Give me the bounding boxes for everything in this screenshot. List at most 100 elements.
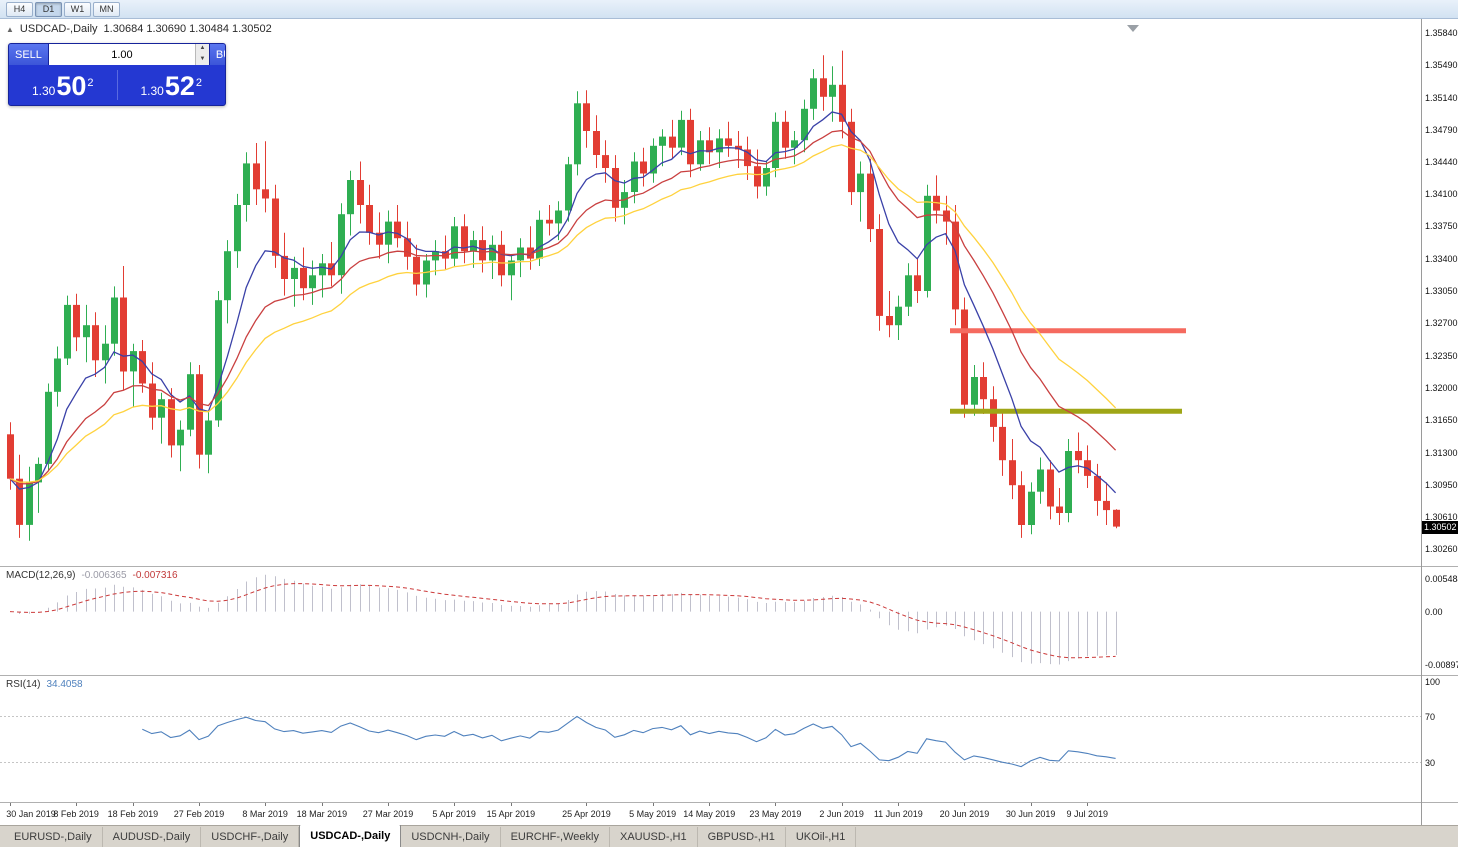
time-axis-tick <box>964 803 965 806</box>
price-axis-label: 1.30610 <box>1425 511 1458 522</box>
price-divider <box>116 70 118 100</box>
time-axis-tick <box>898 803 899 806</box>
volume-spinner: ▲ ▼ <box>194 44 209 65</box>
rsi-axis-label: 100 <box>1425 677 1441 687</box>
time-axis-label: 18 Mar 2019 <box>296 809 348 819</box>
volume-increase-button[interactable]: ▲ <box>199 45 206 51</box>
price-axis-label: 1.32000 <box>1425 383 1458 394</box>
chart-tabs: EURUSD-,Daily AUDUSD-,Daily USDCHF-,Daily U… <box>4 824 857 847</box>
rsi-value: 34.4058 <box>46 679 83 690</box>
time-axis-tick <box>76 803 77 806</box>
chart-shift-marker[interactable] <box>1127 25 1139 32</box>
rsi-axis-label: 30 <box>1425 757 1436 768</box>
price-axis-label: 1.34100 <box>1425 188 1458 199</box>
sell-price-point: 2 <box>87 77 94 89</box>
price-axis-label: 1.31650 <box>1425 415 1458 426</box>
rsi-header: RSI(14) 34.4058 <box>6 679 83 690</box>
pane-splitter-3[interactable] <box>0 802 1421 803</box>
macd-axis-label: -0.00897 <box>1425 660 1458 670</box>
time-axis-label: 5 Apr 2019 <box>432 809 476 819</box>
buy-price-base: 1.30 <box>140 84 164 98</box>
macd-main-value: -0.006365 <box>81 570 127 581</box>
collapse-arrow-icon[interactable]: ▲ <box>6 24 14 34</box>
time-axis-tick <box>133 803 134 806</box>
chart-tab[interactable]: USDCAD-,Daily <box>299 824 402 847</box>
time-axis-label: 8 Feb 2019 <box>53 809 99 819</box>
chart-tab[interactable]: EURCHF-,Weekly <box>501 827 610 847</box>
time-axis-tick <box>1087 803 1088 806</box>
sell-price[interactable]: 1.30 50 2 <box>9 68 117 102</box>
time-axis-tick <box>388 803 389 806</box>
price-axis[interactable]: 1.35840 1.35490 1.35140 1.34790 1.34440 1.341… <box>1421 19 1458 825</box>
axis-separator <box>1422 566 1458 567</box>
macd-chart[interactable] <box>0 567 1421 675</box>
time-axis-label: 8 Mar 2019 <box>242 809 288 819</box>
buy-button[interactable]: BUY <box>208 44 225 65</box>
axis-separator <box>1422 675 1458 676</box>
timeframe-button-mn[interactable]: MN <box>93 1 120 17</box>
timeframe-button-w1[interactable]: W1 <box>64 1 91 17</box>
time-axis-label: 2 Jun 2019 <box>819 809 864 819</box>
time-axis-tick <box>586 803 587 806</box>
time-axis-label: 30 Jan 2019 <box>6 809 56 819</box>
macd-signal-value: -0.007316 <box>132 570 178 581</box>
chart-tab[interactable]: XAUUSD-,H1 <box>610 827 698 847</box>
chart-tab[interactable]: AUDUSD-,Daily <box>103 827 202 847</box>
chart-tab[interactable]: GBPUSD-,H1 <box>698 827 786 847</box>
price-axis-label: 1.33050 <box>1425 286 1458 296</box>
chart-tab[interactable]: UKOil-,H1 <box>786 827 857 847</box>
top-toolbar: H4 D1 W1 MN <box>0 0 1458 19</box>
time-axis-tick <box>775 803 776 806</box>
time-axis-tick <box>511 803 512 806</box>
time-axis-tick <box>653 803 654 806</box>
timeframe-button-d1[interactable]: D1 <box>35 1 62 17</box>
chart-tab[interactable]: EURUSD-,Daily <box>4 827 103 847</box>
time-axis-label: 18 Feb 2019 <box>107 809 159 819</box>
sell-price-pips: 50 <box>56 71 87 101</box>
price-axis-label: 1.33750 <box>1425 221 1458 232</box>
pane-splitter-2[interactable] <box>0 675 1421 676</box>
time-axis-label: 5 May 2019 <box>629 809 677 819</box>
sell-button[interactable]: SELL <box>9 44 49 65</box>
chart-window: ▲ USDCAD-,Daily 1.30684 1.30690 1.30484 … <box>0 19 1458 825</box>
quote-prices: 1.30 50 2 1.30 52 2 <box>9 65 225 105</box>
macd-axis-label: 0.005484 <box>1425 574 1458 584</box>
time-axis[interactable]: 30 Jan 2019 8 Feb 2019 18 Feb 2019 27 Feb 2… <box>0 803 1421 825</box>
chart-header: ▲ USDCAD-,Daily 1.30684 1.30690 1.30484 … <box>6 23 272 35</box>
main-chart-pane: ▲ USDCAD-,Daily 1.30684 1.30690 1.30484 … <box>0 19 1421 566</box>
time-axis-label: 30 Jun 2019 <box>1005 809 1056 819</box>
time-axis-label: 25 Apr 2019 <box>562 809 611 819</box>
rsi-axis-label: 70 <box>1425 711 1436 722</box>
time-axis-label: 27 Feb 2019 <box>173 809 225 819</box>
buy-price[interactable]: 1.30 52 2 <box>118 68 226 102</box>
chart-column: ▲ USDCAD-,Daily 1.30684 1.30690 1.30484 … <box>0 19 1421 825</box>
timeframe-toolbar: H4 D1 W1 MN <box>6 1 122 17</box>
time-axis-tick <box>322 803 323 806</box>
chart-ohlc-values: 1.30684 1.30690 1.30484 1.30502 <box>103 23 272 35</box>
timeframe-button-h4[interactable]: H4 <box>6 1 33 17</box>
macd-label: MACD(12,26,9) <box>6 570 76 581</box>
price-axis-label: 1.33400 <box>1425 253 1458 264</box>
buy-price-pips: 52 <box>164 71 195 101</box>
rsi-pane: RSI(14) 34.4058 <box>0 676 1421 802</box>
pane-splitter-1[interactable] <box>0 566 1421 567</box>
rsi-chart[interactable] <box>0 676 1421 802</box>
price-axis-label: 1.30950 <box>1425 480 1458 491</box>
time-axis-tick <box>199 803 200 806</box>
price-axis-label: 1.34790 <box>1425 125 1458 136</box>
volume-decrease-button[interactable]: ▼ <box>199 55 206 62</box>
volume-field-wrap: ▲ ▼ <box>48 44 209 65</box>
time-axis-label: 9 Jul 2019 <box>1066 809 1109 819</box>
price-axis-label: 1.31300 <box>1425 447 1458 458</box>
time-axis-label: 14 May 2019 <box>683 809 736 819</box>
candlestick-chart[interactable] <box>0 19 1421 566</box>
current-price-tag: 1.30502 <box>1422 520 1458 534</box>
time-axis-label: 20 Jun 2019 <box>939 809 990 819</box>
time-axis-label: 15 Apr 2019 <box>486 809 536 819</box>
price-axis-label: 1.35840 <box>1425 28 1458 38</box>
chart-tab[interactable]: USDCNH-,Daily <box>401 827 501 847</box>
chart-title: USDCAD-,Daily <box>19 23 98 35</box>
chart-tab[interactable]: USDCHF-,Daily <box>201 827 300 847</box>
volume-input[interactable] <box>48 44 195 65</box>
axis-separator <box>1422 802 1458 803</box>
